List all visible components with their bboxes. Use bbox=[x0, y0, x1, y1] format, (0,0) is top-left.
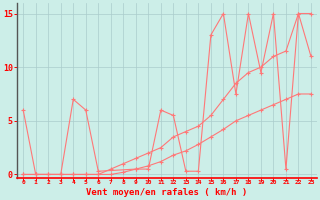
X-axis label: Vent moyen/en rafales ( km/h ): Vent moyen/en rafales ( km/h ) bbox=[86, 188, 248, 197]
